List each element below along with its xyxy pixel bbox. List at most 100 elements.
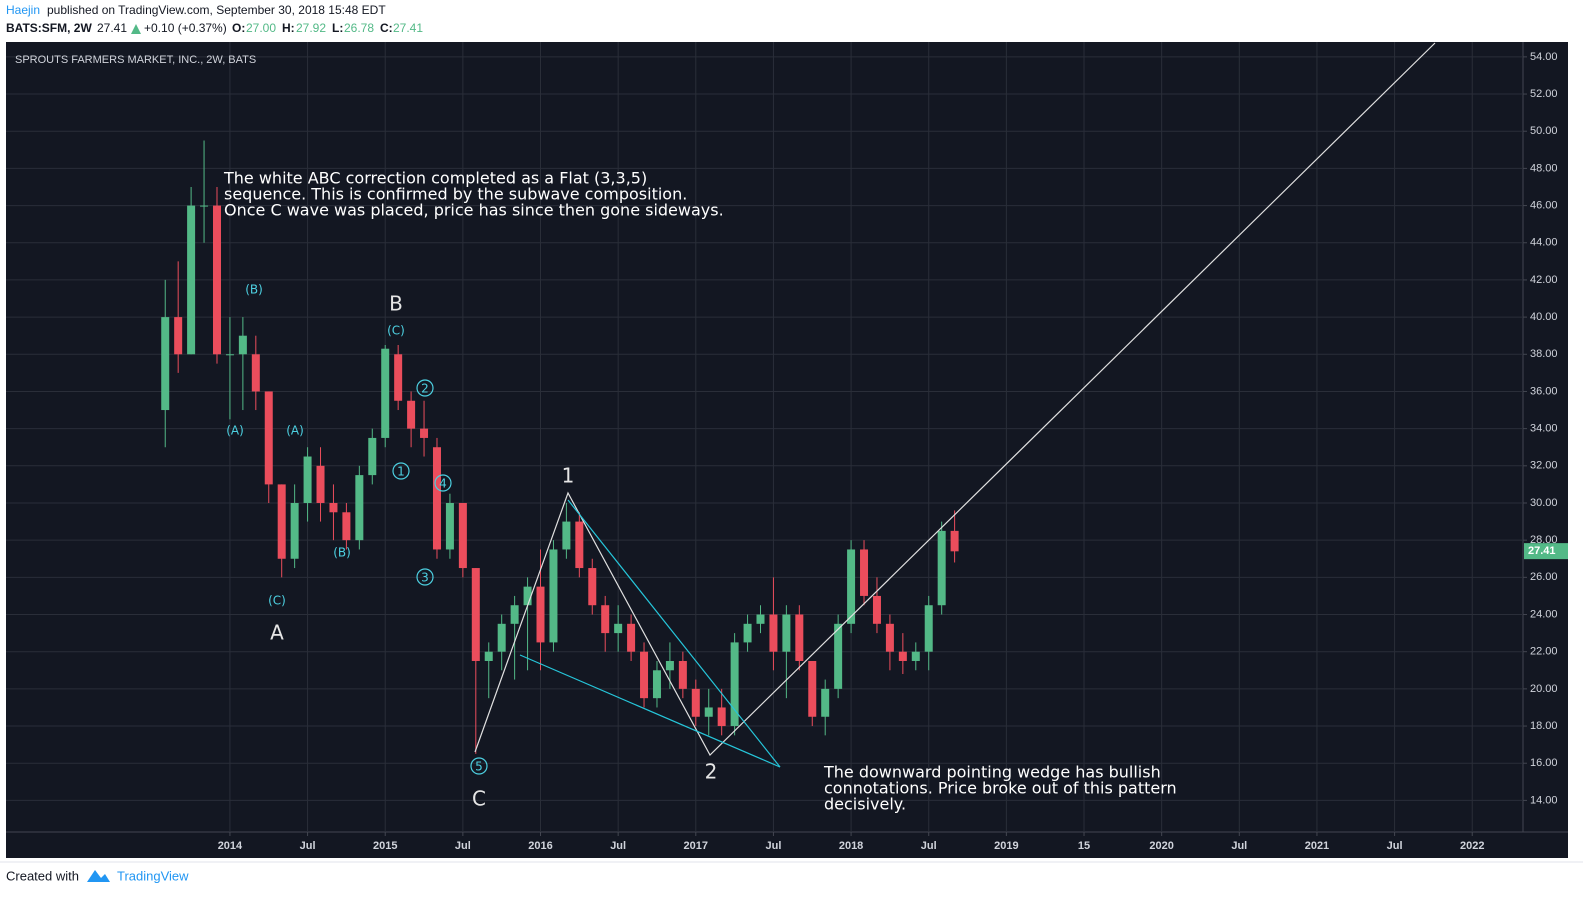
- candle-body: [691, 688, 700, 717]
- wave-label: 2: [705, 760, 718, 784]
- candle-body: [355, 475, 364, 541]
- y-tick-label: 24.00: [1530, 608, 1558, 620]
- candle-body: [368, 437, 377, 476]
- candle-body: [834, 623, 843, 689]
- up-arrow: [131, 24, 141, 34]
- candle-body: [640, 651, 649, 699]
- candle-body: [420, 428, 429, 438]
- symbol: BATS:SFM, 2W: [6, 21, 92, 35]
- wave-circle: [470, 757, 488, 775]
- candle-body: [394, 354, 403, 401]
- candle-body: [885, 623, 894, 652]
- y-tick-label: 36.00: [1530, 385, 1558, 397]
- close: 27.41: [393, 21, 423, 35]
- wave-label: 1: [397, 465, 405, 479]
- candle-body: [445, 502, 454, 550]
- candle-body: [950, 530, 959, 552]
- y-tick-label: 22.00: [1530, 646, 1558, 658]
- x-tick-label: 2014: [218, 840, 243, 852]
- plot-background: [6, 42, 1568, 858]
- brand[interactable]: TradingView: [117, 868, 189, 883]
- x-tick-label: 15: [1078, 840, 1090, 852]
- candle-body: [316, 465, 325, 503]
- wave-circle: [392, 462, 410, 480]
- wave-label: 3: [421, 571, 429, 585]
- candle-body: [898, 651, 907, 661]
- x-tick-label: 2015: [373, 840, 397, 852]
- note: The white ABC correction completed as a …: [223, 169, 647, 188]
- y-tick-label: 52.00: [1530, 88, 1558, 100]
- x-tick-label: Jul: [921, 840, 937, 852]
- candle-body: [497, 623, 506, 652]
- wave-label: (A): [286, 424, 304, 438]
- y-tick-label: 30.00: [1530, 497, 1558, 509]
- created-with: Created with: [6, 868, 79, 883]
- candle-body: [808, 660, 817, 717]
- candle-body: [290, 502, 299, 559]
- wave-label: B: [389, 292, 403, 316]
- candle-body: [911, 651, 920, 661]
- candle-body: [652, 670, 661, 699]
- candle-body: [743, 623, 752, 643]
- candle-body: [329, 502, 338, 513]
- note: sequence. This is confirmed by the subwa…: [224, 185, 687, 204]
- candle-body: [187, 205, 196, 355]
- low: 26.78: [344, 21, 374, 35]
- candle-body: [161, 317, 170, 411]
- y-tick-label: 42.00: [1530, 274, 1558, 286]
- y-tick-label: 34.00: [1530, 423, 1558, 435]
- x-tick-label: 2019: [994, 840, 1018, 852]
- open-label: O:: [232, 21, 245, 35]
- candle-body: [601, 605, 610, 634]
- x-tick-label: 2018: [839, 840, 863, 852]
- note: The downward pointing wedge has bullish: [823, 763, 1161, 782]
- x-tick-label: Jul: [1231, 840, 1247, 852]
- candle-body: [678, 660, 687, 689]
- y-tick-label: 26.00: [1530, 571, 1558, 583]
- y-tick-label: 16.00: [1530, 757, 1558, 769]
- candle-body: [225, 354, 234, 356]
- candle-body: [782, 614, 791, 652]
- candle-body: [277, 484, 286, 559]
- wave-line: [474, 42, 1436, 756]
- wave-label: (C): [387, 324, 405, 338]
- x-tick-label: Jul: [610, 840, 626, 852]
- candle-body: [484, 651, 493, 661]
- candle-body: [200, 205, 209, 207]
- candle-body: [212, 205, 221, 355]
- low-label: L:: [332, 21, 343, 35]
- y-tick-label: 28.00: [1530, 534, 1558, 546]
- published: published on TradingView.com, September …: [47, 3, 386, 17]
- x-tick-label: 2021: [1305, 840, 1329, 852]
- wave-label: 5: [475, 760, 483, 774]
- x-tick-label: 2020: [1149, 840, 1173, 852]
- last-price-label: 27.41: [1528, 545, 1556, 557]
- candle-body: [303, 456, 312, 503]
- x-tick-label: Jul: [455, 840, 471, 852]
- candle-body: [704, 707, 713, 717]
- candle-body: [549, 549, 558, 643]
- candle-body: [860, 549, 869, 596]
- candle-body: [665, 660, 674, 671]
- y-tick-label: 44.00: [1530, 237, 1558, 249]
- x-tick-label: 2016: [528, 840, 552, 852]
- candle-body: [924, 605, 933, 652]
- candle-body: [614, 623, 623, 634]
- author[interactable]: Haejin: [6, 3, 40, 17]
- high-label: H:: [282, 21, 295, 35]
- drawings: [392, 42, 1436, 775]
- y-tick-label: 20.00: [1530, 683, 1558, 695]
- y-tick-label: 46.00: [1530, 199, 1558, 211]
- wedge-line: [519, 654, 781, 768]
- candle-body: [575, 521, 584, 569]
- wave-circle: [416, 379, 434, 397]
- y-tick-label: 48.00: [1530, 162, 1558, 174]
- candle-body: [627, 623, 636, 652]
- wave-label: 2: [421, 382, 429, 396]
- y-tick-label: 50.00: [1530, 125, 1558, 137]
- candle-body: [407, 400, 416, 429]
- y-tick-label: 18.00: [1530, 720, 1558, 732]
- candle-body: [251, 354, 260, 392]
- candle-body: [769, 614, 778, 652]
- wave-label: (C): [268, 594, 286, 608]
